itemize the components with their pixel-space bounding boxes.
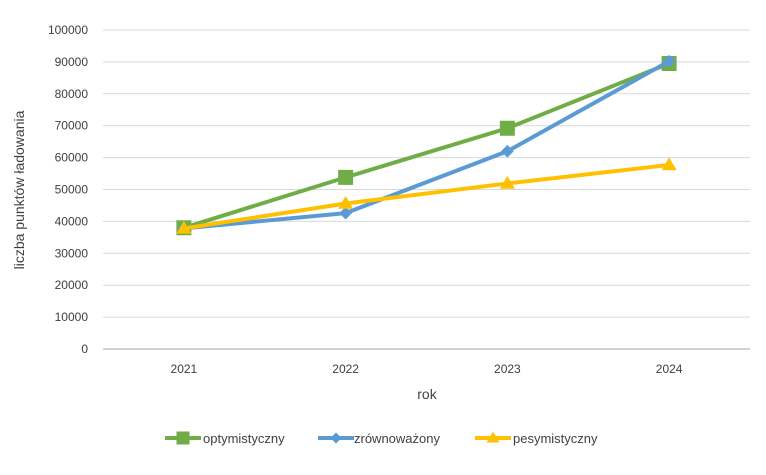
data-point <box>338 169 354 185</box>
legend-item: optymistyczny <box>165 431 285 446</box>
y-tick-label: 90000 <box>55 55 89 69</box>
legend-marker <box>176 431 190 445</box>
y-tick-label: 30000 <box>55 246 89 260</box>
series-line <box>181 59 672 231</box>
data-point <box>661 157 677 171</box>
y-tick-label: 40000 <box>55 214 89 228</box>
y-tick-label: 20000 <box>55 278 89 292</box>
y-tick-label: 80000 <box>55 87 89 101</box>
series-3 <box>176 157 677 234</box>
data-point <box>662 54 676 68</box>
y-tick-labels: 0 10000 20000 30000 40000 50000 60000 70000 8000… <box>48 23 88 356</box>
data-point <box>499 175 515 189</box>
x-tick-label: 2023 <box>494 362 521 376</box>
series-line <box>181 162 672 231</box>
legend-label: pesymistyczny <box>513 431 598 446</box>
legend-item: zrównoważony <box>318 431 440 446</box>
series-group <box>176 54 677 236</box>
legend-marker <box>330 432 342 444</box>
y-tick-label: 10000 <box>55 310 89 324</box>
series-line <box>181 61 672 230</box>
legend-item: pesymistyczny <box>475 431 598 446</box>
y-tick-label: 60000 <box>55 151 89 165</box>
x-tick-label: 2021 <box>171 362 198 376</box>
y-tick-label: 100000 <box>48 23 88 37</box>
y-tick-label: 0 <box>81 342 88 356</box>
legend-marker <box>486 431 500 443</box>
y-tick-label: 50000 <box>55 183 89 197</box>
legend: optymistyczny zrównoważony pesymistyczny <box>165 431 598 446</box>
series-1 <box>176 55 677 236</box>
data-point <box>339 206 352 220</box>
x-tick-label: 2022 <box>332 362 359 376</box>
legend-label: zrównoważony <box>354 431 440 446</box>
gridlines <box>103 29 750 350</box>
y-axis-label: liczba punktów ładowania <box>11 110 27 269</box>
legend-label: optymistyczny <box>203 431 285 446</box>
x-tick-labels: 2021 2022 2023 2024 <box>171 362 683 376</box>
data-point <box>176 220 192 234</box>
data-point <box>499 120 515 136</box>
x-axis-label: rok <box>417 386 437 402</box>
x-tick-label: 2024 <box>656 362 683 376</box>
data-point <box>501 144 514 158</box>
y-tick-label: 70000 <box>55 119 89 133</box>
data-point <box>338 196 354 209</box>
